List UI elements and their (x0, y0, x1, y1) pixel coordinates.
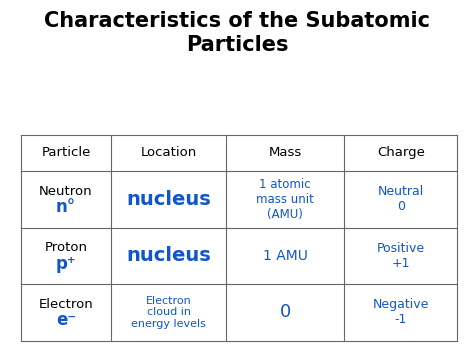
Text: p⁺: p⁺ (56, 255, 76, 273)
Text: Location: Location (140, 146, 197, 159)
Text: Positive
+1: Positive +1 (377, 242, 425, 270)
Text: Proton: Proton (45, 241, 88, 255)
Text: n°: n° (56, 198, 76, 216)
Text: Neutral
0: Neutral 0 (378, 185, 424, 213)
Text: Electron: Electron (39, 298, 93, 311)
Text: Characteristics of the Subatomic
Particles: Characteristics of the Subatomic Particl… (44, 11, 430, 55)
Text: e⁻: e⁻ (56, 311, 76, 329)
Text: Negative
-1: Negative -1 (373, 299, 429, 327)
Text: 1 AMU: 1 AMU (263, 249, 308, 263)
Text: Electron
cloud in
energy levels: Electron cloud in energy levels (131, 296, 206, 329)
Text: nucleus: nucleus (126, 190, 211, 209)
Text: 0: 0 (280, 304, 291, 322)
Text: Particle: Particle (41, 146, 91, 159)
Text: nucleus: nucleus (126, 246, 211, 266)
Text: Neutron: Neutron (39, 185, 93, 198)
Text: Charge: Charge (377, 146, 425, 159)
Text: Mass: Mass (269, 146, 302, 159)
Text: 1 atomic
mass unit
(AMU): 1 atomic mass unit (AMU) (256, 178, 314, 221)
